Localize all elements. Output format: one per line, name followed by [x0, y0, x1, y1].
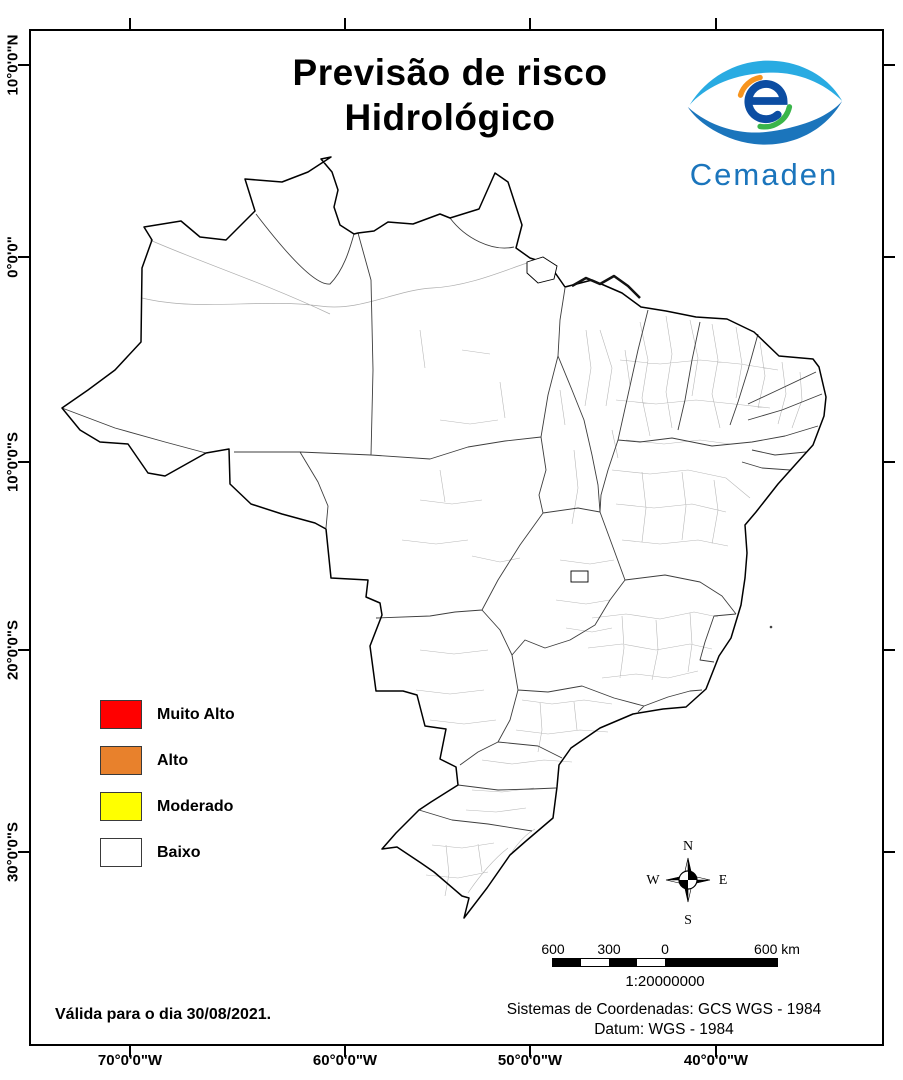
cemaden-wordmark: Cemaden: [689, 157, 839, 192]
map-title-line1: Previsão de risco: [292, 52, 608, 93]
legend-label: Muito Alto: [157, 705, 235, 723]
legend-label: Alto: [157, 751, 189, 769]
coordinate-system-info: Sistemas de Coordenadas: GCS WGS - 1984 …: [468, 1000, 860, 1040]
latitude-label: 20°0'0"S: [4, 619, 22, 681]
longitude-label: 60°0'0"W: [312, 1052, 378, 1069]
municipal-boundaries: [401, 315, 803, 897]
scale-label-left: 600: [541, 941, 565, 957]
compass-north-label: N: [683, 839, 693, 854]
legend-item-baixo: Baixo: [100, 838, 235, 867]
scale-bar-labels: 600 300 0 600 km: [541, 941, 800, 958]
amazon-rivers: [141, 239, 531, 315]
scale-ratio: 1:20000000: [625, 973, 705, 990]
map-title: Previsão de risco Hidrológico: [125, 50, 775, 140]
scale-bar-segment: [581, 959, 609, 966]
legend-swatch-baixo: [100, 838, 142, 867]
legend-swatch-moderado: [100, 792, 142, 821]
scale-label-mid: 300: [597, 941, 621, 957]
scale-bar-segment: [637, 959, 665, 966]
distrito-federal-boundary: [570, 570, 589, 583]
compass-south-label: S: [684, 913, 692, 928]
coastal-islet: [769, 625, 773, 629]
legend-label: Moderado: [157, 797, 234, 815]
latitude-label: 10°0'0"S: [4, 431, 22, 493]
datum-line: Datum: WGS - 1984: [594, 1021, 734, 1038]
scale-bar-segment: [609, 959, 637, 966]
longitude-label: 70°0'0"W: [97, 1052, 163, 1069]
compass-east-label: E: [719, 873, 728, 888]
risk-legend: Muito Alto Alto Moderado Baixo: [100, 700, 235, 884]
latitude-label: 30°0'0"S: [4, 821, 22, 883]
scale-label-right: 600 km: [754, 941, 800, 957]
scale-bar-segment: [665, 959, 777, 966]
longitude-label: 40°0'0"W: [683, 1052, 749, 1069]
scale-label-zero: 0: [661, 941, 669, 957]
legend-item-alto: Alto: [100, 746, 235, 775]
legend-swatch-alto: [100, 746, 142, 775]
map-title-line2: Hidrológico: [344, 97, 556, 138]
brazil-country-outline: [61, 156, 827, 919]
scale-bar-segment: [553, 959, 581, 966]
state-boundaries: [61, 213, 823, 832]
latitude-label: 10°0'0"N: [4, 34, 22, 96]
cemaden-logo-icon: [687, 60, 843, 145]
coordinate-system-line: Sistemas de Coordenadas: GCS WGS - 1984: [506, 1001, 822, 1018]
legend-label: Baixo: [157, 843, 201, 861]
graticule-ticks: [18, 18, 895, 1057]
marajo-island: [526, 256, 558, 284]
scale-bar: 600 300 0 600 km 1:20000000: [541, 941, 800, 990]
validity-note: Válida para o dia 30/08/2021.: [55, 1006, 272, 1023]
map-frame: [29, 29, 884, 1046]
cemaden-logo: Cemaden: [676, 50, 852, 193]
compass-rose-icon: N S W E: [646, 839, 728, 928]
compass-west-label: W: [646, 873, 660, 888]
legend-item-muito-alto: Muito Alto: [100, 700, 235, 729]
scale-bar-graphic: [552, 958, 778, 967]
latitude-label: 0°0'0": [4, 236, 22, 278]
longitude-label: 50°0'0"W: [497, 1052, 563, 1069]
legend-item-moderado: Moderado: [100, 792, 235, 821]
legend-swatch-muito-alto: [100, 700, 142, 729]
maranhao-coast-detail: [571, 274, 641, 299]
